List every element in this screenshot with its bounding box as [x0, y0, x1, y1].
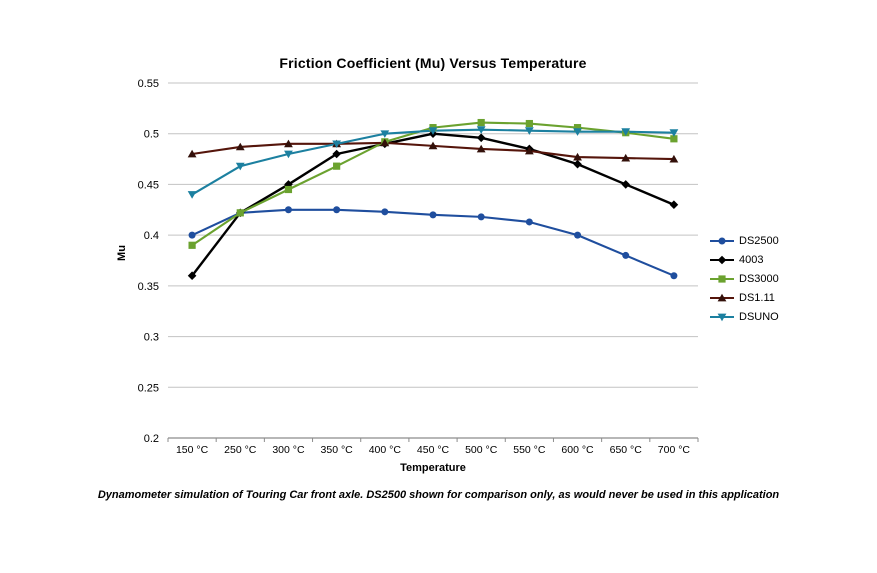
- data-point-marker: [187, 271, 197, 281]
- x-tick-label: 650 °C: [610, 444, 643, 456]
- legend-marker: [710, 293, 734, 301]
- data-point-marker: [332, 149, 341, 159]
- x-tick-label: 250 °C: [224, 444, 257, 456]
- legend-item-4003: 4003: [710, 250, 779, 269]
- x-tick-label: 300 °C: [272, 444, 305, 456]
- data-point-marker: [284, 206, 292, 214]
- legend-item-ds3000: DS3000: [710, 269, 779, 288]
- series-line-4003: [190, 132, 676, 277]
- legend-item-ds1-11: DS1.11: [710, 288, 779, 307]
- data-point-marker: [525, 119, 533, 128]
- data-point-marker: [718, 274, 726, 283]
- data-point-marker: [284, 139, 293, 148]
- data-point-marker: [621, 153, 631, 162]
- data-point-marker: [573, 124, 582, 132]
- data-point-marker: [188, 231, 196, 239]
- data-point-marker: [573, 152, 582, 161]
- y-tick-label: 0.55: [138, 78, 159, 90]
- data-point-marker: [574, 231, 582, 239]
- data-point-marker: [524, 127, 534, 135]
- data-point-marker: [717, 293, 727, 301]
- y-axis-title: Mu: [116, 245, 128, 261]
- x-tick-label: 400 °C: [369, 444, 402, 456]
- data-point-marker: [476, 126, 486, 134]
- x-axis-title: Temperature: [400, 462, 466, 474]
- legend-label: 4003: [739, 253, 764, 266]
- legend-label: DS1.11: [739, 291, 775, 304]
- x-tick-label: 600 °C: [561, 444, 594, 456]
- legend-marker: [710, 255, 734, 264]
- data-point-marker: [476, 133, 486, 143]
- data-point-marker: [429, 211, 437, 219]
- data-point-marker: [284, 150, 293, 159]
- legend-marker: [710, 274, 734, 283]
- data-point-marker: [332, 140, 342, 149]
- data-point-marker: [622, 251, 630, 259]
- data-point-marker: [477, 118, 485, 127]
- x-tick-label: 500 °C: [465, 444, 498, 456]
- data-point-marker: [380, 130, 390, 138]
- y-tick-label: 0.2: [144, 433, 159, 445]
- x-tick-label: 150 °C: [176, 444, 209, 456]
- legend-label: DS3000: [739, 272, 779, 285]
- data-point-marker: [428, 127, 438, 135]
- data-point-marker: [333, 162, 341, 170]
- data-point-marker: [476, 144, 486, 153]
- data-point-marker: [187, 149, 197, 158]
- legend-label: DSUNO: [739, 310, 779, 323]
- x-tick-label: 350 °C: [321, 444, 354, 456]
- data-point-marker: [333, 206, 341, 214]
- y-tick-label: 0.4: [144, 230, 159, 242]
- legend-item-ds2500: DS2500: [710, 231, 779, 250]
- series-line-ds3000: [191, 121, 675, 247]
- data-point-marker: [380, 138, 390, 147]
- data-point-marker: [524, 146, 534, 155]
- data-point-marker: [717, 255, 727, 264]
- y-tick-label: 0.45: [138, 179, 159, 191]
- legend: DS2500 4003 DS3000 DS1.11 DSUNO: [710, 231, 779, 326]
- data-point-marker: [187, 191, 197, 199]
- data-point-marker: [477, 213, 485, 221]
- legend-label: DS2500: [739, 234, 779, 247]
- data-point-marker: [669, 154, 679, 163]
- data-point-marker: [236, 209, 244, 217]
- data-point-marker: [670, 272, 678, 280]
- data-point-marker: [573, 128, 582, 136]
- legend-marker: [710, 313, 734, 321]
- data-point-marker: [669, 200, 679, 210]
- data-point-marker: [188, 241, 196, 249]
- data-point-marker: [235, 142, 245, 151]
- y-tick-label: 0.5: [144, 129, 159, 141]
- data-point-marker: [284, 180, 293, 189]
- legend-marker: [710, 237, 734, 244]
- legend-item-dsuno: DSUNO: [710, 307, 779, 326]
- data-point-marker: [621, 180, 631, 189]
- data-point-marker: [718, 237, 726, 244]
- data-point-marker: [573, 159, 582, 169]
- data-point-marker: [621, 128, 631, 136]
- data-point-marker: [525, 218, 533, 226]
- x-tick-label: 450 °C: [417, 444, 450, 456]
- data-point-marker: [717, 313, 727, 321]
- data-point-marker: [669, 129, 679, 137]
- x-tick-label: 550 °C: [513, 444, 546, 456]
- chart-title: Friction Coefficient (Mu) Versus Tempera…: [279, 55, 587, 71]
- data-point-marker: [381, 208, 389, 216]
- y-tick-label: 0.3: [144, 332, 159, 344]
- y-tick-label: 0.25: [138, 382, 159, 394]
- chart-caption: Dynamometer simulation of Touring Car fr…: [97, 489, 780, 501]
- x-tick-label: 700 °C: [658, 444, 691, 456]
- data-point-marker: [284, 185, 293, 194]
- data-point-marker: [235, 162, 245, 171]
- series-line-ds2500: [191, 208, 675, 277]
- data-point-marker: [428, 141, 438, 150]
- y-tick-label: 0.35: [138, 281, 159, 293]
- data-point-marker: [670, 135, 678, 143]
